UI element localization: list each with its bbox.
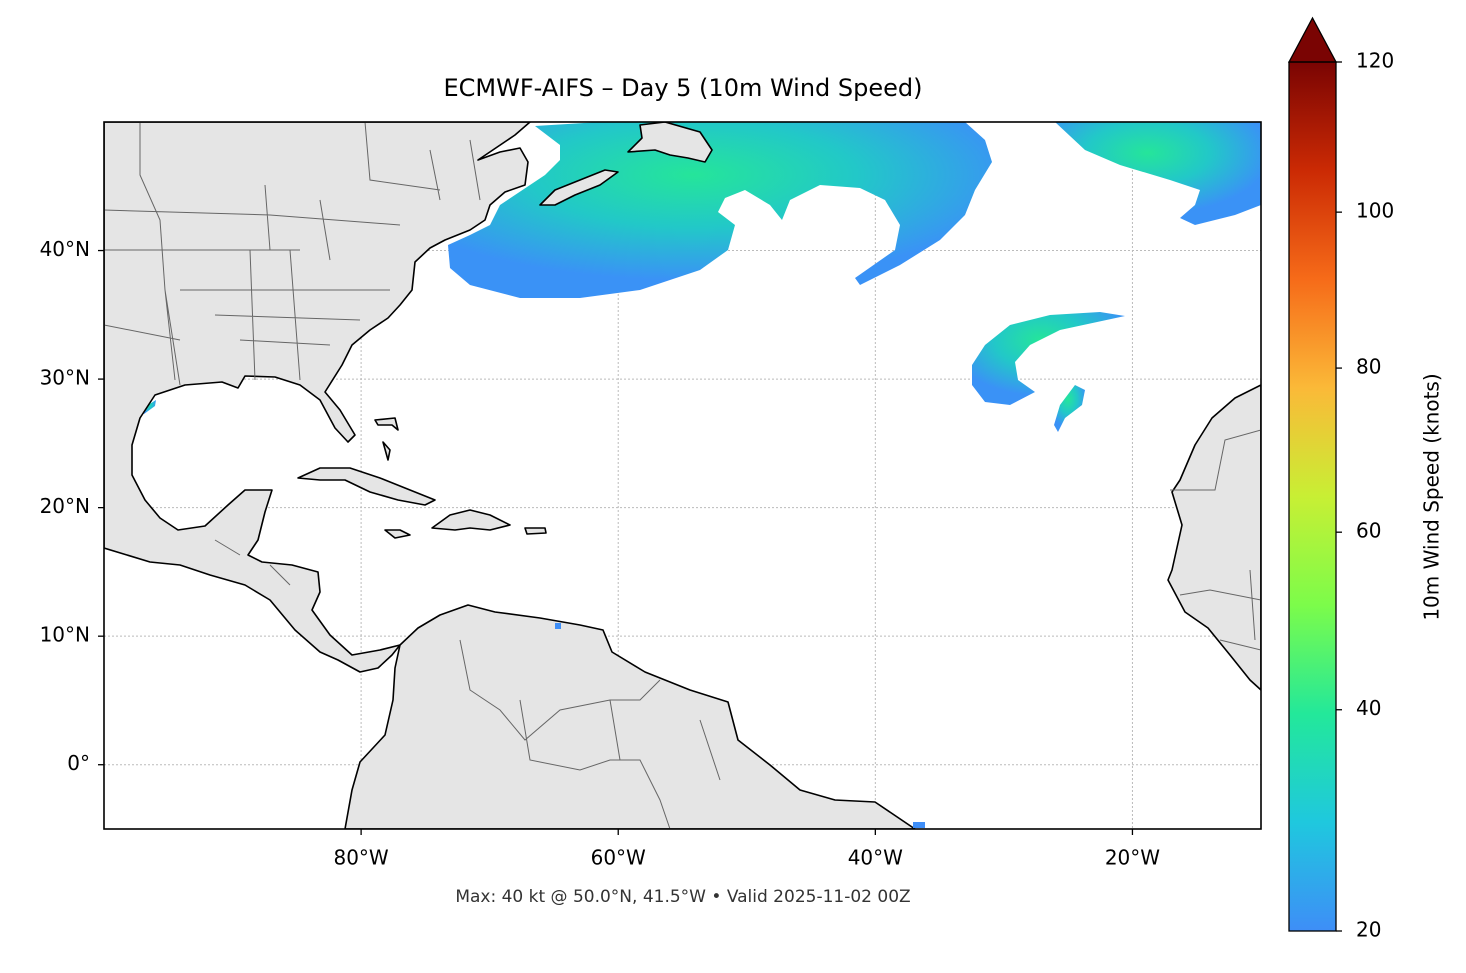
- x-tick-label: 60°W: [591, 846, 646, 870]
- cuba: [297, 467, 436, 506]
- colorbar-tick-label: 40: [1356, 696, 1381, 720]
- wind-area: [448, 122, 992, 298]
- colorbar-gradient: [1289, 62, 1336, 931]
- country-borders: [214, 429, 1261, 829]
- x-tick-label: 40°W: [848, 846, 903, 870]
- colorbar-tick-label: 120: [1356, 49, 1394, 73]
- colorbar-tick-label: 60: [1356, 519, 1381, 543]
- y-tick-label: 0°: [67, 751, 90, 775]
- wind-area: [555, 623, 561, 629]
- y-tick-label: 20°N: [40, 494, 90, 518]
- colorbar-tick-label: 20: [1356, 918, 1381, 942]
- africa: [1167, 384, 1261, 691]
- colorbar-tick-label: 100: [1356, 199, 1394, 223]
- bahamas: [374, 417, 399, 461]
- wind-area: [1054, 385, 1085, 432]
- jamaica: [384, 529, 411, 539]
- colorbar-extend: [1287, 16, 1338, 63]
- colorbar-tick-label: 80: [1356, 355, 1381, 379]
- newfoundland: [627, 122, 713, 163]
- map-layers: [104, 122, 1261, 829]
- x-tick-label: 80°W: [333, 846, 388, 870]
- wind-area: [972, 312, 1125, 405]
- chart-title: ECMWF-AIFS – Day 5 (10m Wind Speed): [443, 74, 922, 102]
- wind-area: [1055, 122, 1261, 225]
- colorbar: 20 40 60 80 100 120: [1287, 16, 1394, 942]
- colorbar-frame: [1288, 61, 1337, 932]
- state-borders: [104, 122, 481, 386]
- south-america: [344, 604, 916, 829]
- nova-scotia: [539, 169, 619, 206]
- y-tick-label: 40°N: [40, 237, 90, 261]
- map-frame: [103, 121, 1262, 830]
- wind-area: [913, 822, 925, 828]
- y-tick-label: 10°N: [40, 623, 90, 647]
- hispaniola: [431, 509, 511, 531]
- footer-note: Max: 40 kt @ 50.0°N, 41.5°W • Valid 2025…: [455, 887, 910, 907]
- north-america: [104, 122, 531, 673]
- x-tick-label: 20°W: [1105, 846, 1160, 870]
- colorbar-label: 10m Wind Speed (knots): [1420, 373, 1444, 620]
- y-tick-label: 30°N: [40, 366, 90, 390]
- puerto-rico: [524, 527, 547, 535]
